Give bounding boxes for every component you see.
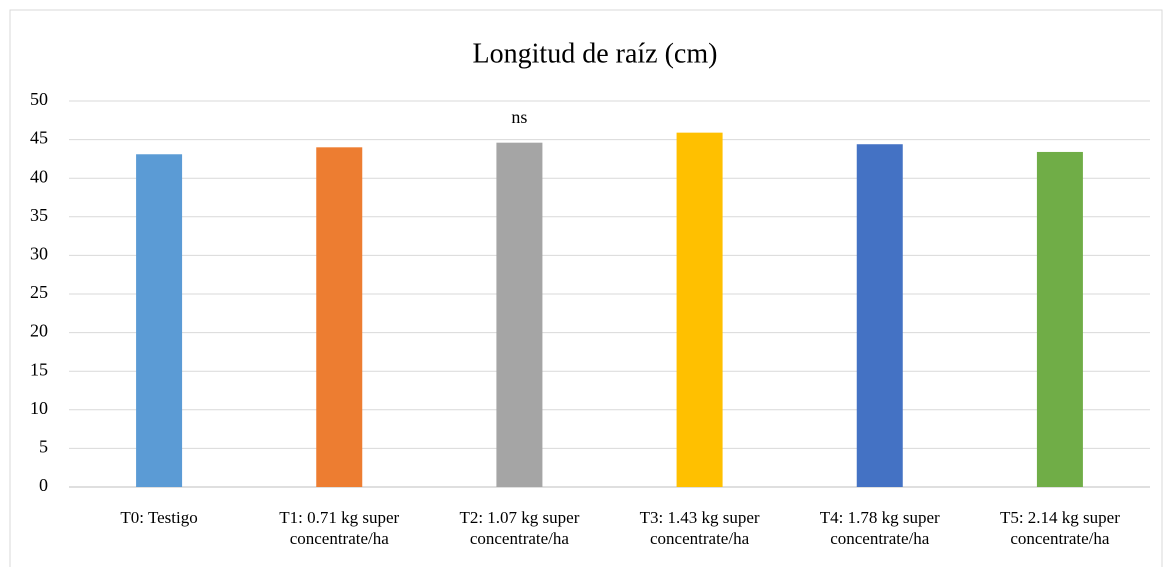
bar — [1036, 151, 1083, 487]
y-tick-label: 40 — [30, 166, 48, 186]
bar — [136, 154, 183, 487]
x-tick-label: T3: 1.43 kg super concentrate/ha — [639, 508, 760, 548]
y-tick-label: 25 — [30, 282, 48, 302]
x-tick-label: T0: Testigo — [120, 508, 198, 527]
y-tick-label: 20 — [30, 321, 48, 341]
bar — [676, 132, 723, 488]
bar — [496, 142, 543, 488]
chart-title: Longitud de raíz (cm) — [473, 38, 718, 69]
y-tick-label: 10 — [30, 398, 48, 418]
bar — [856, 144, 903, 487]
bar — [316, 147, 363, 487]
x-tick-label: T2: 1.07 kg super concentrate/ha — [459, 508, 580, 548]
x-tick-label: T5: 2.14 kg super concentrate/ha — [999, 508, 1120, 548]
x-tick-label: T4: 1.78 kg super concentrate/ha — [819, 508, 940, 548]
y-tick-label: 45 — [30, 128, 48, 148]
chart-border — [9, 9, 1163, 567]
y-tick-label: 15 — [30, 359, 48, 379]
annotation: ns — [511, 107, 527, 127]
y-tick-label: 50 — [30, 89, 48, 109]
y-tick-label: 5 — [39, 437, 48, 457]
y-tick-label: 35 — [30, 205, 48, 225]
y-tick-label: 30 — [30, 244, 48, 264]
x-tick-label: T1: 0.71 kg super concentrate/ha — [279, 508, 400, 548]
y-tick-label: 0 — [39, 475, 48, 495]
